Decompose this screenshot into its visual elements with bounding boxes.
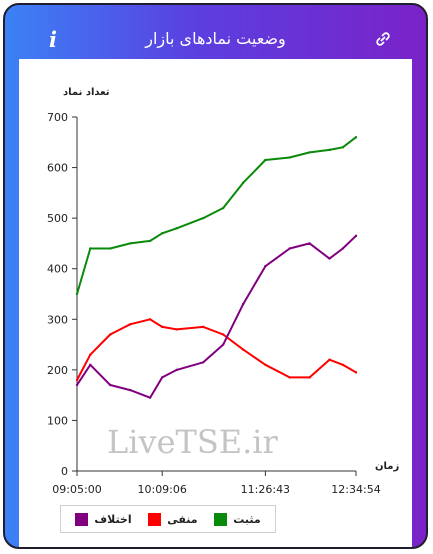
data-point [148,239,152,243]
series-line-2 [76,235,357,399]
data-point [288,156,291,159]
data-point [222,333,225,336]
data-point [354,136,358,139]
legend-label: مثبت [233,512,261,526]
data-point [328,257,331,260]
data-point [341,146,345,149]
legend-swatch [148,512,162,526]
data-point [128,242,132,245]
legend-swatch [75,512,89,526]
data-point [175,368,178,372]
data-point [241,181,245,184]
y-tick-label: 0 [61,465,68,478]
series-line-1 [76,318,357,381]
data-point [109,383,112,387]
info-icon[interactable]: i [49,27,57,52]
data-point [161,376,164,379]
market-status-card: i وضعیت نمادهای بازار 0 100 200 300 400 500 60… [3,3,428,549]
chart-panel [19,59,412,547]
data-point [354,371,358,374]
y-tick-label: 400 [47,263,68,276]
y-tick-label: 200 [47,364,68,377]
x-tick-label: 09:05:00 [52,483,101,496]
y-tick-label: 700 [47,111,68,124]
data-point [89,247,92,250]
data-point [128,323,132,326]
card-title: وضعیت نمادهای بازار [145,29,286,48]
y-tick-label: 300 [47,313,68,326]
data-point [161,325,164,329]
data-point [264,158,267,162]
data-point [128,388,132,392]
data-point [288,247,291,250]
data-point [109,247,112,250]
data-point [264,363,267,366]
legend-item-2[interactable]: اختلاف [75,512,132,526]
y-tick-label: 100 [47,414,68,427]
data-point [75,292,79,296]
data-point [328,358,331,361]
x-axis-title: زمان [375,461,399,472]
legend-item-1[interactable]: منفی [148,512,198,526]
x-tick-label: 10:09:06 [137,483,186,496]
data-point [202,216,205,220]
data-point [202,361,205,364]
data-point [175,227,178,230]
market-chart: 0 100 200 300 400 500 600 700 09:05:00 10:09:06 11… [47,87,399,496]
y-axis-title: تعداد نماد [63,87,110,98]
x-tick-label: 12:34:54 [331,483,380,496]
data-point [75,383,79,387]
data-point [75,378,79,382]
data-point [328,148,331,152]
link-icon[interactable] [375,31,391,47]
legend-label: منفی [167,512,198,526]
data-point [109,333,112,336]
data-point [308,242,311,245]
data-point [341,247,345,250]
data-point [308,151,311,154]
data-point [202,325,205,329]
data-point [222,206,225,210]
legend-label: اختلاف [94,512,132,526]
data-point [341,363,345,366]
watermark: LiveTSE.ir [107,423,278,461]
data-point [222,343,225,346]
card-header: i وضعیت نمادهای بازار [5,5,426,57]
data-point [148,396,152,399]
data-point [288,376,291,379]
data-point [354,234,358,238]
y-tick-label: 600 [47,162,68,175]
data-point [148,318,152,321]
chart-legend: مثبت منفی اختلاف [60,505,276,533]
data-point [175,328,178,331]
data-point [308,376,311,379]
legend-item-0[interactable]: مثبت [214,512,261,526]
data-point [241,302,245,306]
data-point [161,232,164,235]
x-tick-label: 11:26:43 [241,483,290,496]
data-point [89,363,92,366]
legend-swatch [214,512,228,526]
series-line-0 [76,136,357,295]
data-point [264,264,267,268]
data-point [241,348,245,351]
data-point [89,353,92,356]
y-tick-label: 500 [47,212,68,225]
